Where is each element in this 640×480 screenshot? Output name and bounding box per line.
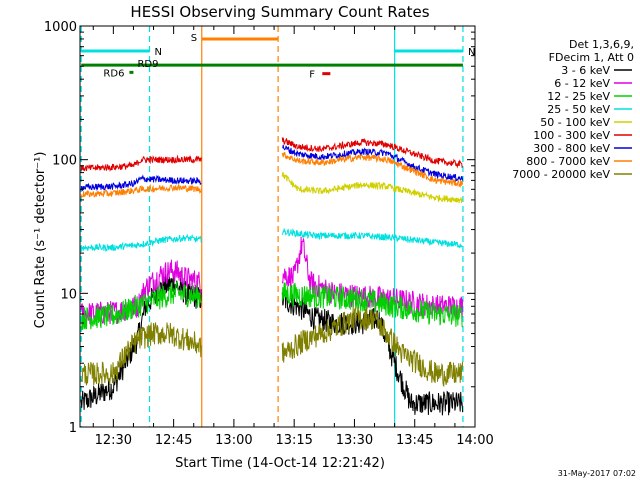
flag-label: S bbox=[191, 33, 197, 44]
legend-label: 100 - 300 keV bbox=[533, 129, 610, 142]
legend-label: 3 - 6 keV bbox=[561, 64, 610, 77]
x-tick-label: 13:30 bbox=[336, 433, 373, 448]
x-tick-label: 13:45 bbox=[396, 433, 433, 448]
legend-header: FDecim 1, Att 0 bbox=[549, 51, 634, 64]
series-line-25-50keV bbox=[80, 228, 463, 253]
y-axis-label: Count Rate (s⁻¹ detector⁻¹) bbox=[33, 152, 48, 329]
date-stamp: 31-May-2017 07:02 bbox=[558, 469, 636, 478]
legend-label: 25 - 50 keV bbox=[547, 103, 610, 116]
legend-label: 800 - 7000 keV bbox=[526, 155, 610, 168]
series-line-50-100keV bbox=[281, 171, 463, 203]
x-axis-label: Start Time (14-Oct-14 12:21:42) bbox=[175, 456, 385, 471]
flag-label: N bbox=[155, 47, 162, 58]
axes-layer: 1 10 100 1000 12:30 12:45 13:00 13:15 13:30 13:45… bbox=[44, 20, 494, 448]
series-line-100-300keV bbox=[80, 137, 463, 173]
flag-label: F bbox=[309, 70, 315, 81]
chart-title: HESSI Observing Summary Count Rates bbox=[130, 3, 429, 21]
legend-label: 50 - 100 keV bbox=[540, 116, 610, 129]
flag-label: RD6 bbox=[103, 68, 124, 79]
y-tick-label: 1 bbox=[69, 421, 77, 436]
series-line-3-6keV bbox=[80, 273, 464, 416]
x-tick-label: 14:00 bbox=[456, 433, 493, 448]
x-tick-label: 13:00 bbox=[215, 433, 252, 448]
legend-label: 300 - 800 keV bbox=[533, 142, 610, 155]
series-line-7000-20000keV bbox=[80, 306, 464, 388]
y-tick-label: 100 bbox=[52, 154, 77, 169]
y-tick-label: 10 bbox=[60, 287, 77, 302]
series-line-800-7000keV bbox=[80, 151, 464, 199]
series-line-12-25keV bbox=[80, 281, 463, 330]
series-layer bbox=[80, 137, 464, 416]
legend-header: Det 1,3,6,9, bbox=[569, 38, 634, 51]
series-line-300-800keV bbox=[80, 144, 464, 192]
legend-label: 12 - 25 keV bbox=[547, 90, 610, 103]
x-tick-label: 13:15 bbox=[275, 433, 312, 448]
legend-label: 7000 - 20000 keV bbox=[512, 168, 610, 181]
plot-frame bbox=[79, 25, 476, 428]
x-tick-label: 12:30 bbox=[95, 433, 132, 448]
flag-label: RD9 bbox=[137, 59, 158, 70]
x-tick-label: 12:45 bbox=[155, 433, 192, 448]
y-tick-label: 1000 bbox=[44, 20, 77, 35]
legend-label: 6 - 12 keV bbox=[554, 77, 610, 90]
flag-label: N bbox=[468, 47, 475, 58]
